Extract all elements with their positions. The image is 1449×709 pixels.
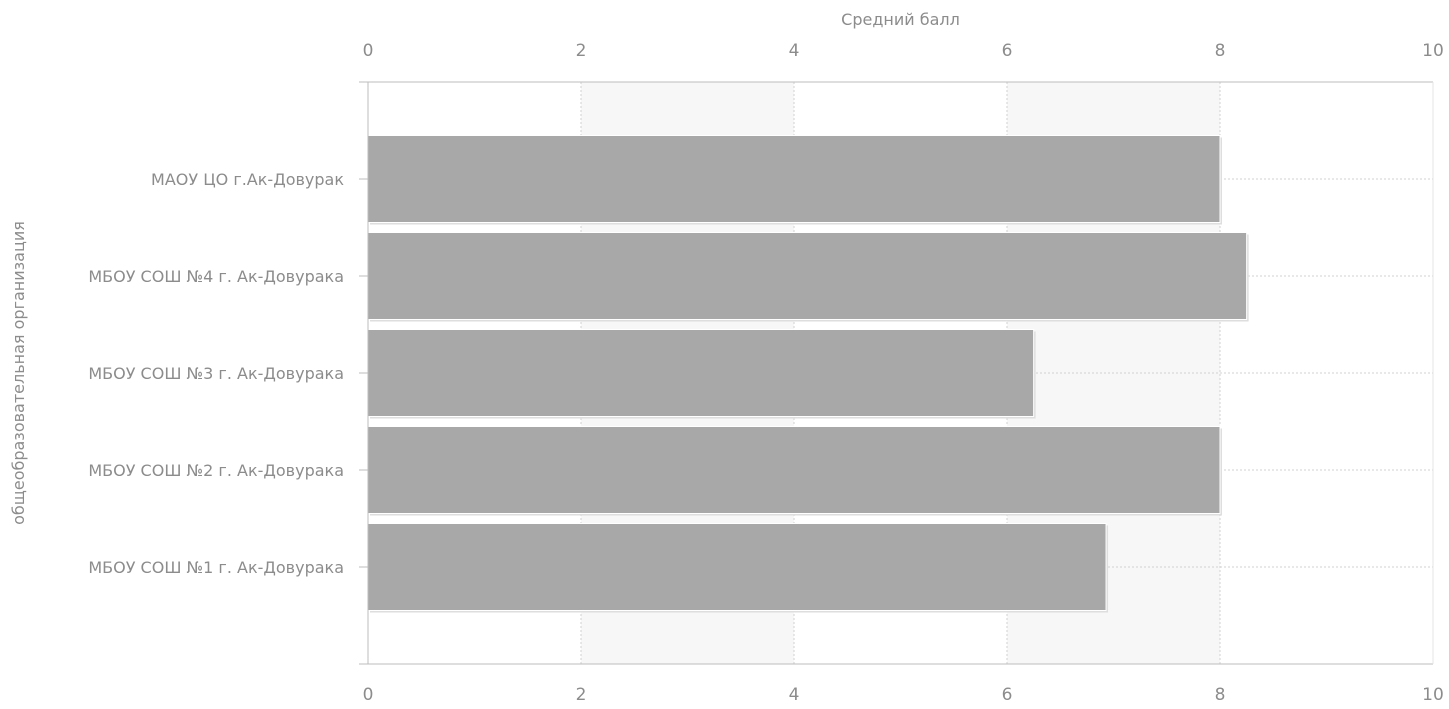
x-tick-label-bottom: 8 (1215, 685, 1226, 705)
x-tick-label-top: 4 (789, 41, 800, 61)
bar (367, 135, 1221, 223)
bar (367, 329, 1035, 417)
category-label: МАОУ ЦО г.Ак-Довурак (151, 170, 344, 189)
x-tick-label-bottom: 6 (1002, 685, 1013, 705)
x-tick-label-bottom: 4 (789, 685, 800, 705)
category-label: МБОУ СОШ №3 г. Ак-Довурака (88, 364, 344, 383)
x-axis-title: Средний балл (841, 10, 960, 29)
bar (367, 232, 1248, 320)
bar (367, 523, 1107, 611)
x-tick-label-bottom: 2 (576, 685, 587, 705)
category-label: МБОУ СОШ №4 г. Ак-Довурака (88, 267, 344, 286)
category-label: МБОУ СОШ №1 г. Ак-Довурака (88, 558, 344, 577)
x-tick-label-top: 6 (1002, 41, 1013, 61)
axes-group (359, 81, 1434, 665)
labels-group: МАОУ ЦО г.Ак-Довурак МБОУ СОШ №4 г. Ак-До… (88, 41, 1443, 705)
category-label: МБОУ СОШ №2 г. Ак-Довурака (88, 461, 344, 480)
bars-group (367, 135, 1249, 613)
x-tick-label-top: 8 (1215, 41, 1226, 61)
x-tick-label-bottom: 10 (1422, 685, 1444, 705)
x-tick-label-bottom: 0 (363, 685, 374, 705)
x-tick-label-top: 10 (1422, 41, 1444, 61)
bar (367, 426, 1221, 514)
x-tick-label-top: 0 (363, 41, 374, 61)
y-axis-title: общеобразовательная организация (9, 221, 28, 525)
x-tick-label-top: 2 (576, 41, 587, 61)
